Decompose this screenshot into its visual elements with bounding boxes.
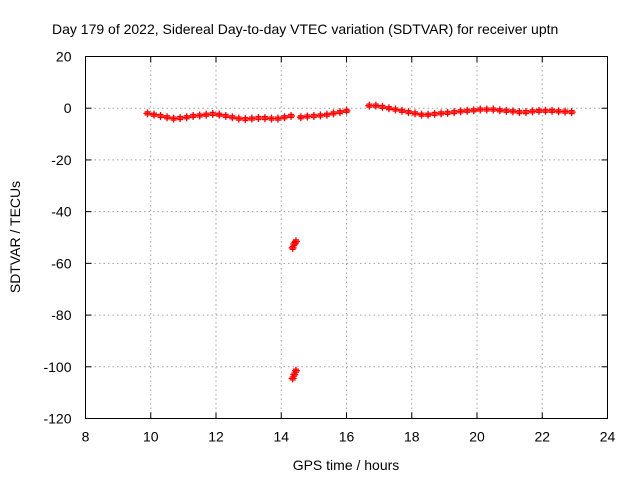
data-point (316, 111, 325, 120)
data-point (508, 107, 517, 116)
data-point (303, 112, 312, 121)
data-point (202, 110, 211, 119)
plot-frame (85, 56, 608, 419)
data-point (150, 110, 159, 119)
data-point (384, 104, 393, 113)
y-tick-label: -60 (51, 255, 71, 271)
data-point (335, 108, 344, 117)
x-tick-label: 10 (143, 429, 159, 445)
data-point (322, 110, 331, 119)
data-point (495, 106, 504, 115)
data-point (176, 114, 185, 123)
data-point (290, 370, 299, 379)
data-point (456, 107, 465, 116)
data-point (182, 113, 191, 122)
data-point (143, 109, 152, 118)
data-point (371, 101, 380, 110)
y-axis-label: SDTVAR / TECUs (7, 181, 23, 293)
data-point (521, 108, 530, 117)
data-point (287, 111, 296, 120)
y-tick-label: -120 (43, 411, 71, 427)
data-point (443, 108, 452, 117)
data-point (280, 113, 289, 122)
data-point (291, 237, 300, 246)
chart-title: Day 179 of 2022, Sidereal Day-to-day VTE… (52, 21, 558, 37)
x-tick-label: 18 (404, 429, 420, 445)
x-tick-label: 12 (208, 429, 224, 445)
x-tick-label: 16 (339, 429, 355, 445)
data-point (254, 114, 263, 123)
data-point (424, 110, 433, 119)
data-point (234, 114, 243, 123)
x-tick-label: 22 (534, 429, 550, 445)
x-tick-label: 24 (600, 429, 616, 445)
axis-ticks (85, 56, 608, 419)
y-tick-label: 20 (56, 49, 72, 65)
data-point (391, 105, 400, 114)
x-axis-label: GPS time / hours (293, 457, 400, 473)
x-tick-label: 8 (82, 429, 90, 445)
x-tick-label: 20 (469, 429, 485, 445)
data-point (489, 105, 498, 114)
data-point (378, 102, 387, 111)
data-point (296, 113, 305, 122)
data-point (156, 111, 165, 120)
data-point (397, 106, 406, 115)
data-point (309, 111, 318, 120)
data-point (273, 114, 282, 123)
data-point (260, 114, 269, 123)
data-point (515, 108, 524, 117)
data-point (195, 111, 204, 120)
data-point (404, 108, 413, 117)
data-point (411, 109, 420, 118)
y-tick-label: -20 (51, 152, 71, 168)
data-point (450, 108, 459, 117)
y-tick-label: -40 (51, 204, 71, 220)
y-tick-label: -100 (43, 359, 71, 375)
y-tick-label: 0 (64, 100, 72, 116)
data-points (143, 101, 576, 383)
data-point (291, 366, 300, 375)
data-point (567, 108, 576, 117)
data-point (329, 109, 338, 118)
x-tick-label: 14 (273, 429, 289, 445)
data-point (163, 113, 172, 122)
data-point (469, 106, 478, 115)
x-tick-labels: 8 10 12 14 16 18 20 22 24 (82, 429, 616, 445)
data-point (208, 109, 217, 118)
data-point (221, 111, 230, 120)
y-tick-label: -80 (51, 307, 71, 323)
y-tick-labels: 20 0 -20 -40 -60 -80 -100 -120 (43, 49, 71, 427)
data-point (463, 106, 472, 115)
data-point (215, 110, 224, 119)
data-point (228, 113, 237, 122)
data-point (342, 106, 351, 115)
